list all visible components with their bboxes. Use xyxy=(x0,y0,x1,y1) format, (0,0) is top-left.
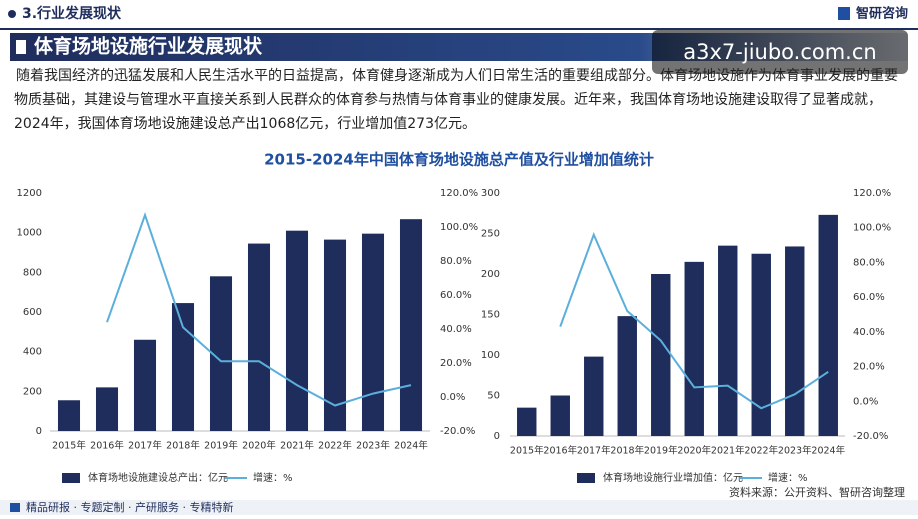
legend-label: 体育场地设施行业增加值：亿元 xyxy=(603,471,743,484)
logo: 智研咨询 xyxy=(856,6,908,22)
footer: 精品研报 · 专题定制 · 产研服务 · 专精特新 xyxy=(26,500,233,514)
banner: 体育场地设施行业发展现状 xyxy=(34,35,263,58)
rule xyxy=(0,28,918,30)
y2-tick-label: 20.0% xyxy=(440,358,472,369)
y-tick-label: 150 xyxy=(481,310,500,321)
x-tick-label: 2019年 xyxy=(204,440,238,452)
y2-tick-label: 0.0% xyxy=(853,396,878,407)
y2-tick-label: 120.0% xyxy=(853,188,891,199)
bar xyxy=(323,239,347,431)
bar xyxy=(785,246,805,436)
bar xyxy=(133,339,157,431)
x-tick-label: 2024年 xyxy=(394,440,428,452)
bar xyxy=(57,400,81,431)
y-tick-label: 100 xyxy=(481,350,500,361)
y2-tick-label: 40.0% xyxy=(440,324,472,335)
y-tick-label: 0 xyxy=(36,426,42,437)
banner-icon xyxy=(16,40,26,54)
y2-tick-label: 40.0% xyxy=(853,327,885,338)
chart-title: 2015-2024年中国体育场地设施总产值及行业增加值统计 xyxy=(264,151,654,169)
y2-tick-label: 100.0% xyxy=(440,222,478,233)
bar xyxy=(617,316,637,436)
y2-tick-label: 60.0% xyxy=(853,292,885,303)
y-tick-label: 400 xyxy=(23,347,42,358)
y2-tick-label: 80.0% xyxy=(440,256,472,267)
x-tick-label: 2020年 xyxy=(677,445,711,457)
y-tick-label: 0 xyxy=(494,431,500,442)
legend-label: 增速：% xyxy=(768,471,808,484)
x-tick-label: 2022年 xyxy=(744,445,778,457)
x-tick-label: 2017年 xyxy=(577,445,611,457)
y-tick-label: 50 xyxy=(487,391,500,402)
bar xyxy=(95,387,119,431)
bar xyxy=(171,303,195,431)
legend-swatch xyxy=(62,473,80,483)
bar xyxy=(550,395,570,436)
footer-icon xyxy=(10,503,20,512)
bar xyxy=(517,407,537,436)
bar xyxy=(651,274,671,436)
y2-tick-label: 100.0% xyxy=(853,223,891,234)
bar xyxy=(818,214,838,436)
bar xyxy=(361,233,385,431)
watermark: a3x7-jiubo.com.cn xyxy=(683,40,876,64)
y2-tick-label: 0.0% xyxy=(440,392,465,403)
x-tick-label: 2022年 xyxy=(318,440,352,452)
section: 3.行业发展现状 xyxy=(22,5,122,22)
bar xyxy=(209,276,233,431)
y-tick-label: 800 xyxy=(23,267,42,278)
watermark-bg xyxy=(652,30,908,74)
bar xyxy=(751,253,771,436)
bullet xyxy=(8,10,16,18)
x-tick-label: 2018年 xyxy=(166,440,200,452)
bar xyxy=(584,356,604,436)
x-tick-label: 2020年 xyxy=(242,440,276,452)
logo-icon xyxy=(838,7,850,20)
source: 资料来源：公开资料、智研咨询整理 xyxy=(729,485,905,499)
x-tick-label: 2016年 xyxy=(90,440,124,452)
y2-tick-label: 80.0% xyxy=(853,257,885,268)
legend-label: 体育场地设施建设总产出：亿元 xyxy=(88,471,228,484)
x-tick-label: 2015年 xyxy=(52,440,86,452)
legend-swatch xyxy=(577,473,595,483)
y2-tick-label: 120.0% xyxy=(440,188,478,199)
y2-tick-label: -20.0% xyxy=(440,426,475,437)
x-tick-label: 2015年 xyxy=(510,445,544,457)
x-tick-label: 2016年 xyxy=(543,445,577,457)
x-tick-label: 2021年 xyxy=(280,440,314,452)
legend-label: 增速：% xyxy=(253,471,293,484)
x-tick-label: 2017年 xyxy=(128,440,162,452)
footer-bg xyxy=(0,500,918,515)
growth-line xyxy=(106,212,412,407)
growth-line xyxy=(559,231,829,410)
y2-tick-label: 20.0% xyxy=(853,362,885,373)
y-tick-label: 300 xyxy=(481,188,500,199)
y-tick-label: 200 xyxy=(481,269,500,280)
y2-tick-label: -20.0% xyxy=(853,431,888,442)
bar xyxy=(718,245,738,436)
y-tick-label: 250 xyxy=(481,229,500,240)
paragraph-box: 随着我国经济的迅猛发展和人民生活水平的日益提高，体育健身逐渐成为人们日常生活的重… xyxy=(14,68,898,132)
y-tick-label: 1200 xyxy=(17,188,42,199)
x-tick-label: 2024年 xyxy=(811,445,845,457)
y-tick-label: 200 xyxy=(23,386,42,397)
bar xyxy=(399,219,423,431)
x-tick-label: 2023年 xyxy=(356,440,390,452)
x-tick-label: 2023年 xyxy=(778,445,812,457)
x-tick-label: 2019年 xyxy=(644,445,678,457)
y-tick-label: 1000 xyxy=(17,228,42,239)
x-tick-label: 2018年 xyxy=(610,445,644,457)
bar xyxy=(684,261,704,436)
y2-tick-label: 60.0% xyxy=(440,290,472,301)
y-tick-label: 600 xyxy=(23,307,42,318)
bar xyxy=(247,243,271,431)
x-tick-label: 2021年 xyxy=(711,445,745,457)
paragraph: 随着我国经济的迅猛发展和人民生活水平的日益提高，体育健身逐渐成为人们日常生活的重… xyxy=(14,68,898,132)
bar xyxy=(285,230,309,431)
